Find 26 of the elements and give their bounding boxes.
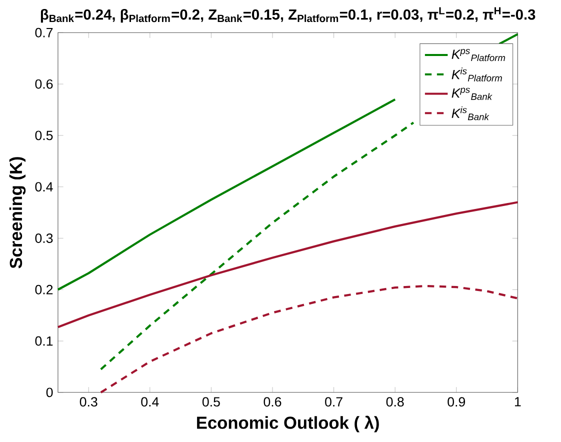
x-tick-label: 0.3 <box>80 396 98 406</box>
legend-label: K$^{is}$Platform <box>452 67 502 82</box>
x-tick-label: 0.7 <box>325 396 342 406</box>
x-tick-label: 0.8 <box>386 396 404 406</box>
line-series <box>100 121 415 370</box>
y-tick-label: 0.3 <box>35 233 53 243</box>
legend-label: K$^{ps}$Platform <box>452 48 506 61</box>
y-tick-label: 0.6 <box>35 79 53 89</box>
line-series <box>100 284 519 394</box>
y-tick-label: 0.2 <box>35 284 53 294</box>
y-tick-label: 0.5 <box>35 130 53 140</box>
y-tick-label: 0.4 <box>35 182 53 192</box>
x-tick-label: 0.5 <box>202 396 220 406</box>
x-tick-label: 0.6 <box>264 396 282 406</box>
x-tick-label: 0.4 <box>141 396 159 406</box>
x-tick-label: 1 <box>515 396 521 406</box>
chart-title: β$_{Bank}$=0.24, β$_{Platform}$=0.2, Z$_{Bank}$=0.15, Z$_{Platform}$=0.1, r=0.03, π$^{L}$=0.2, π$^{H}$=-0.3 <box>40 7 536 22</box>
y-tick-label: 0.1 <box>35 336 53 346</box>
legend-label: K$^{ps}$Bank <box>452 88 492 100</box>
x-axis-title: Economic Outlook ( λ) <box>197 416 379 432</box>
line-series <box>56 201 519 328</box>
legend-label: K$^{is}$Bank <box>452 106 490 120</box>
y-axis-title: Screening (K) <box>9 156 26 268</box>
x-tick-label: 0.9 <box>448 396 466 406</box>
y-tick-label: 0.7 <box>35 28 53 38</box>
y-tick-label: 0 <box>46 388 53 397</box>
